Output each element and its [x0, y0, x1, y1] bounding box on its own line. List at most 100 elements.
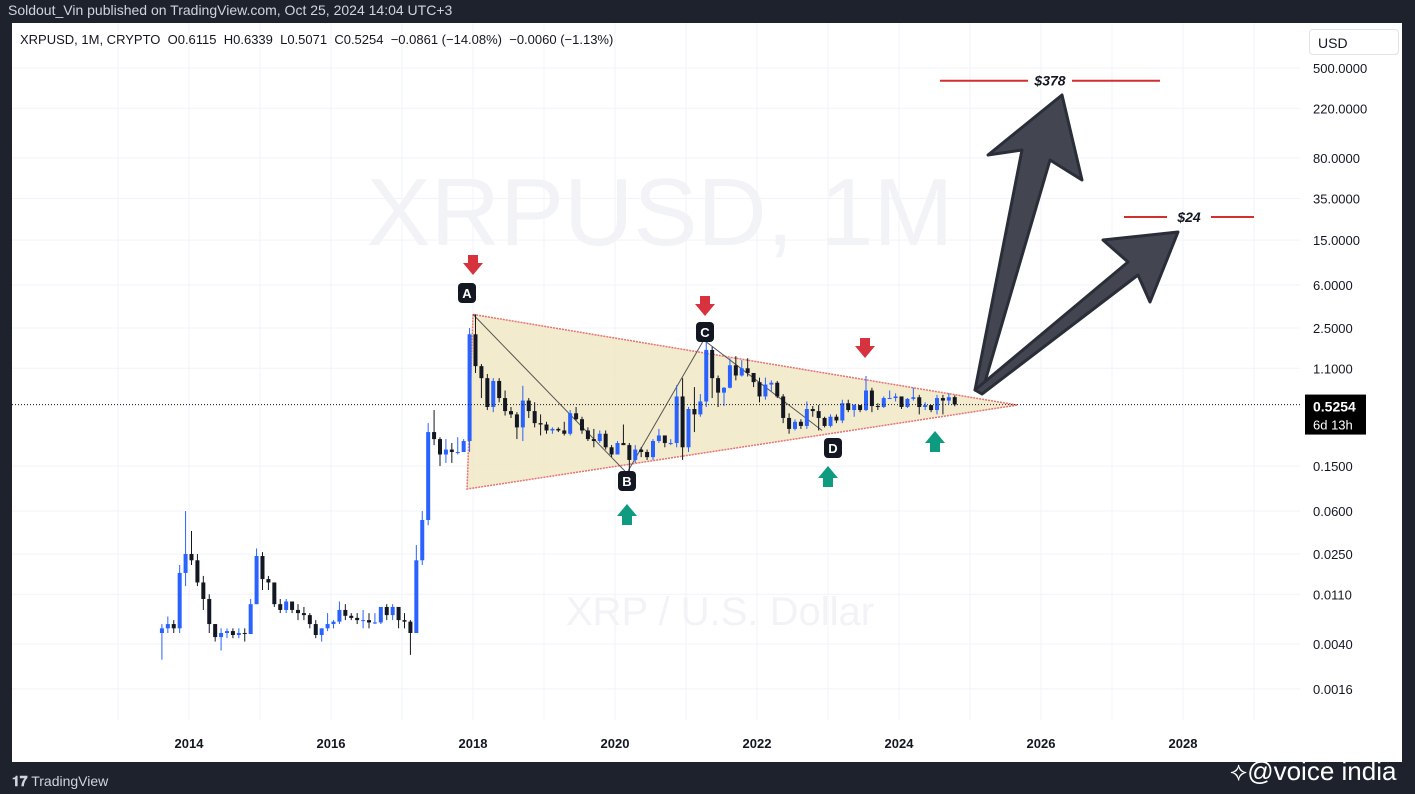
- candle-body: [745, 368, 750, 373]
- candle-body: [656, 435, 661, 442]
- candle-body: [378, 606, 383, 623]
- candle-body: [509, 411, 513, 415]
- projection-arrow-icon: [973, 230, 1180, 396]
- candle-body: [390, 606, 395, 616]
- projection-arrow-icon: [973, 93, 1084, 394]
- point-label-B: B: [622, 474, 631, 489]
- candle-body: [668, 443, 673, 445]
- price-tick: 15.0000: [1313, 233, 1360, 248]
- candle-body: [727, 365, 732, 388]
- time-tick: 2020: [601, 736, 630, 751]
- candle-body: [751, 372, 756, 383]
- point-label-box: [618, 471, 636, 491]
- sell-arrow-icon: [855, 338, 875, 358]
- candle-body: [787, 417, 792, 429]
- buy-arrow-icon: [925, 431, 945, 452]
- target-label: $24: [1176, 209, 1201, 225]
- candle-body: [438, 439, 442, 455]
- abcd-zigzag: [472, 314, 823, 474]
- price-tick: 1.1000: [1313, 361, 1353, 376]
- candle-body: [343, 609, 348, 616]
- candle-body: [432, 432, 437, 440]
- candle-body: [408, 621, 413, 633]
- candle-body: [946, 397, 951, 401]
- candle-body: [526, 400, 531, 412]
- candle-body: [165, 624, 170, 629]
- time-tick: 2016: [317, 736, 346, 751]
- candle-body: [603, 433, 608, 448]
- price-tick: 0.0110: [1313, 587, 1352, 602]
- diamond-icon: ⟡: [1230, 756, 1248, 786]
- candle-body: [556, 428, 561, 431]
- candle-body: [704, 349, 709, 402]
- candle-body: [301, 613, 306, 616]
- buy-arrow-icon: [818, 466, 838, 487]
- point-label-A: A: [462, 286, 472, 301]
- candle-body: [479, 366, 484, 379]
- price-tick: 6.0000: [1313, 278, 1353, 293]
- candle-body: [585, 430, 590, 440]
- candle-body: [319, 628, 324, 636]
- candle-body: [639, 449, 644, 452]
- candle-body: [236, 633, 241, 636]
- point-label-C: C: [700, 325, 710, 340]
- buy-arrow-icon: [617, 504, 637, 525]
- price-label: 0.5254: [1313, 399, 1356, 415]
- time-tick: 2022: [743, 736, 772, 751]
- candle-body: [810, 409, 815, 412]
- candle-body: [550, 428, 555, 431]
- candle-body: [177, 572, 182, 629]
- time-tick: 2028: [1169, 736, 1198, 751]
- candle-body: [171, 624, 176, 629]
- price-tick: 0.0600: [1313, 504, 1353, 519]
- candle-body: [183, 554, 188, 573]
- candle-body: [905, 398, 910, 407]
- candle-body: [716, 378, 721, 393]
- candle-body: [248, 604, 253, 634]
- candle-body: [349, 615, 354, 618]
- price-tick: 220.0000: [1313, 101, 1367, 116]
- candle-body: [355, 617, 360, 621]
- candle-body: [793, 421, 797, 429]
- candle-body: [591, 439, 596, 442]
- candle-body: [485, 378, 490, 407]
- candle-body: [739, 368, 744, 376]
- candle-body: [213, 624, 218, 638]
- currency-button[interactable]: USD: [1309, 29, 1399, 55]
- candle-body: [864, 390, 868, 411]
- candle-body: [846, 403, 851, 411]
- candle-body: [840, 403, 845, 421]
- price-tick: 0.0016: [1313, 682, 1353, 697]
- candle-body: [284, 601, 289, 610]
- price-countdown: 6d 13h: [1313, 418, 1353, 433]
- target-label: $378: [1033, 73, 1065, 89]
- candle-body: [686, 409, 691, 448]
- candle-body: [923, 405, 928, 407]
- candle-body: [574, 413, 579, 420]
- candle-body: [491, 380, 496, 407]
- price-tick: 0.0040: [1313, 637, 1353, 652]
- candle-body: [189, 554, 194, 561]
- candle-body: [532, 411, 537, 424]
- candle-body: [804, 409, 809, 426]
- credit-watermark: ⟡@voice india: [1230, 756, 1396, 788]
- candle-body: [455, 451, 460, 453]
- time-tick: 2024: [885, 736, 915, 751]
- candle-body: [272, 582, 277, 605]
- candle-body: [627, 445, 632, 460]
- candle-body: [816, 411, 821, 418]
- price-tick: 2.5000: [1313, 321, 1353, 336]
- candle-body: [402, 620, 407, 622]
- candle-body: [538, 423, 543, 425]
- price-tick: 0.1500: [1313, 459, 1353, 474]
- candle-body: [313, 624, 318, 636]
- candle-body: [881, 398, 886, 407]
- candle-body: [461, 441, 466, 452]
- sell-arrow-icon: [695, 296, 715, 316]
- price-tick: 35.0000: [1313, 192, 1360, 207]
- price-tick: 500.0000: [1313, 61, 1367, 76]
- candle-body: [242, 633, 247, 634]
- candle-body: [651, 441, 655, 458]
- candle-body: [497, 380, 502, 399]
